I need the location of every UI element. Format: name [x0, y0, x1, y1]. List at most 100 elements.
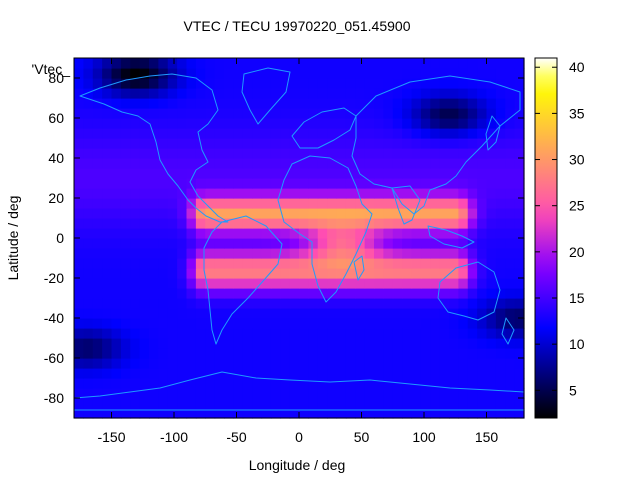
heatmap-cell [149, 388, 159, 399]
heatmap-cell [252, 108, 263, 119]
heatmap-cell [486, 118, 497, 129]
heatmap-cell [289, 368, 300, 379]
heatmap-cell [449, 398, 459, 409]
heatmap-cell [102, 158, 113, 169]
heatmap-cell [261, 378, 272, 389]
heatmap-cell [495, 58, 506, 69]
heatmap-cell [242, 298, 253, 309]
heatmap-cell [336, 228, 347, 239]
heatmap-cell [177, 138, 188, 149]
heatmap-cell [242, 238, 253, 249]
heatmap-cell [83, 408, 94, 419]
heatmap-cell [289, 88, 300, 99]
heatmap-cell [317, 138, 328, 149]
heatmap-cell [177, 148, 188, 159]
heatmap-cell [505, 58, 516, 69]
heatmap-cell [139, 168, 150, 179]
heatmap-cell [467, 378, 478, 389]
heatmap-cell [514, 298, 525, 309]
heatmap-cell [233, 398, 244, 409]
heatmap-cell [364, 308, 375, 319]
heatmap-cell [449, 188, 459, 199]
heatmap-cell [430, 358, 441, 369]
heatmap-cell [111, 218, 122, 229]
heatmap-cell [345, 278, 356, 289]
heatmap-cell [505, 308, 516, 319]
heatmap-cell [439, 198, 450, 209]
heatmap-cell [111, 248, 122, 259]
heatmap-cell [195, 58, 206, 69]
heatmap-cell [74, 288, 84, 299]
heatmap-cell [158, 188, 169, 199]
heatmap-cell [299, 98, 309, 109]
heatmap-cell [139, 238, 150, 249]
heatmap-cell [420, 168, 431, 179]
heatmap-cell [308, 228, 319, 239]
heatmap-cell [327, 108, 338, 119]
heatmap-cell [383, 338, 394, 349]
heatmap-cell [224, 398, 234, 409]
heatmap-cell [449, 388, 459, 399]
heatmap-cell [495, 68, 506, 79]
heatmap-cell [514, 68, 525, 79]
heatmap-cell [205, 298, 216, 309]
heatmap-cell [458, 158, 469, 169]
heatmap-cell [514, 138, 525, 149]
heatmap-cell [299, 188, 309, 199]
heatmap-cell [224, 408, 234, 419]
heatmap-cell [120, 258, 131, 269]
heatmap-cell [430, 218, 441, 229]
heatmap-cell [280, 208, 291, 219]
heatmap-cell [467, 248, 478, 259]
heatmap-cell [430, 278, 441, 289]
heatmap-cell [514, 338, 525, 349]
heatmap-cell [392, 208, 403, 219]
heatmap-cell [167, 158, 178, 169]
heatmap-cell [402, 288, 413, 299]
heatmap-cell [242, 118, 253, 129]
colorbar [534, 57, 558, 419]
coastline-japan [485, 115, 501, 151]
heatmap-cell [317, 338, 328, 349]
heatmap-cell [214, 178, 225, 189]
heatmap-cell [299, 68, 309, 79]
heatmap-cell [167, 358, 178, 369]
heatmap-cell [467, 78, 478, 89]
colorbar-tick-label: 25 [569, 198, 585, 214]
heatmap-cell [374, 78, 384, 89]
heatmap-cell [270, 408, 281, 419]
heatmap-cell [233, 68, 244, 79]
heatmap-cell [111, 108, 122, 119]
heatmap-cell [289, 278, 300, 289]
heatmap-cell [224, 188, 234, 199]
heatmap-cell [374, 148, 384, 159]
heatmap-cell [411, 108, 422, 119]
heatmap-cell [355, 218, 366, 229]
heatmap-cell [374, 58, 384, 69]
heatmap-cell [402, 238, 413, 249]
heatmap-cell [477, 398, 488, 409]
heatmap-cell [467, 108, 478, 119]
heatmap-cell [83, 298, 94, 309]
heatmap-cell [439, 148, 450, 159]
heatmap-cell [149, 188, 159, 199]
heatmap-cell [411, 168, 422, 179]
heatmap-cell [420, 378, 431, 389]
heatmap-cell [280, 298, 291, 309]
heatmap-cell [289, 168, 300, 179]
heatmap-cell [224, 348, 234, 359]
heatmap-cell [317, 358, 328, 369]
heatmap-cells [74, 58, 525, 419]
heatmap-cell [392, 178, 403, 189]
heatmap-cell [252, 188, 263, 199]
heatmap-cell [430, 288, 441, 299]
heatmap-cell [392, 248, 403, 259]
heatmap-cell [392, 268, 403, 279]
heatmap-cell [505, 298, 516, 309]
heatmap-cell [177, 298, 188, 309]
heatmap-cell [186, 98, 197, 109]
heatmap-cell [139, 68, 150, 79]
heatmap-cell [242, 398, 253, 409]
heatmap-cell [420, 278, 431, 289]
heatmap-cell [355, 258, 366, 269]
